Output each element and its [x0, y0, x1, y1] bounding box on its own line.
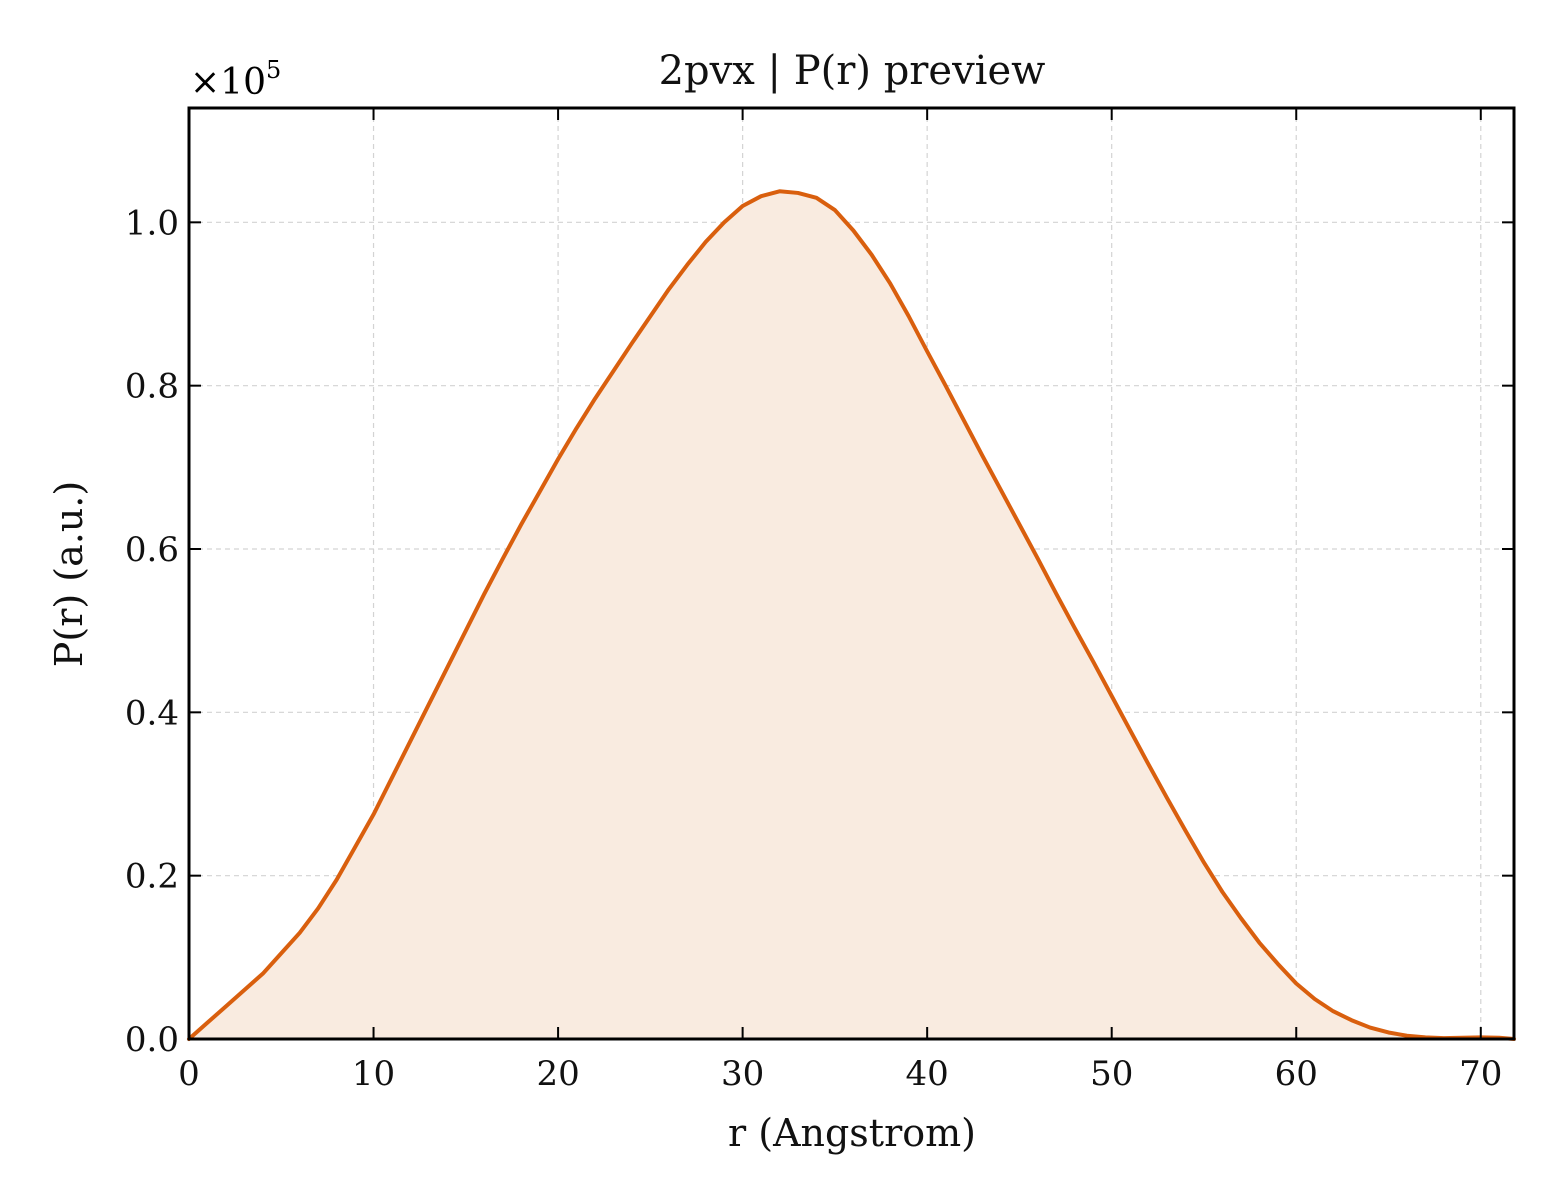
x-tick-label: 20	[536, 1054, 579, 1094]
chart-title: 2pvx | P(r) preview	[659, 48, 1046, 94]
x-tick-label: 50	[1090, 1054, 1133, 1094]
plot-frame	[187, 106, 1516, 1041]
y-tick-label: 0.2	[125, 857, 179, 897]
series-area-fill	[189, 191, 1514, 1040]
y-tick-label: 0.6	[125, 530, 179, 570]
y-tick-label: 1.0	[125, 203, 179, 243]
x-tick-label: 40	[906, 1054, 949, 1094]
x-tick-label: 70	[1459, 1054, 1502, 1094]
x-tick-label: 60	[1275, 1054, 1318, 1094]
y-axis-multiplier: ×105	[190, 56, 281, 103]
y-tick-label: 0.8	[125, 367, 179, 407]
x-axis-label: r (Angstrom)	[728, 1111, 976, 1155]
y-tick-label: 0.4	[125, 693, 179, 733]
y-axis-label: P(r) (a.u.)	[47, 481, 91, 667]
x-tick-label: 30	[721, 1054, 764, 1094]
x-tick-label: 10	[352, 1054, 395, 1094]
series-line	[187, 189, 1516, 1041]
axis-ticks: 0 10 20 30 40 50 60 70 0.0 0.2 0.4 0.6 0.8 1.0	[125, 108, 1514, 1094]
x-tick-label: 0	[178, 1054, 200, 1094]
y-tick-label: 0.0	[125, 1020, 179, 1060]
